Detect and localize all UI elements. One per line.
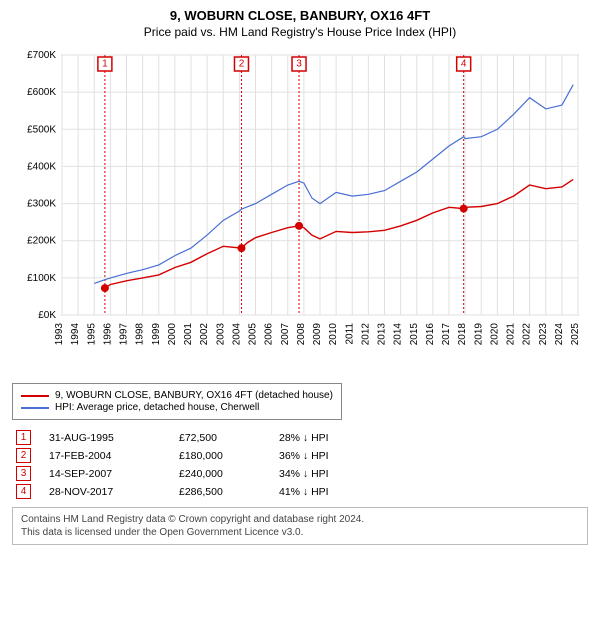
transaction-date: 31-AUG-1995 (49, 432, 179, 444)
transaction-row: 1 31-AUG-1995£72,50028% ↓ HPI (12, 430, 588, 445)
legend-label: 9, WOBURN CLOSE, BANBURY, OX16 4FT (deta… (55, 390, 333, 401)
svg-text:2020: 2020 (489, 323, 500, 346)
transaction-badge: 1 (16, 430, 31, 445)
svg-text:2021: 2021 (506, 323, 517, 346)
svg-text:2013: 2013 (377, 323, 388, 346)
footer-line-2: This data is licensed under the Open Gov… (21, 526, 579, 539)
transaction-price: £286,500 (179, 486, 279, 498)
transaction-delta: 28% ↓ HPI (279, 432, 389, 444)
transaction-date: 14-SEP-2007 (49, 468, 179, 480)
transaction-delta: 34% ↓ HPI (279, 468, 389, 480)
legend-item: 9, WOBURN CLOSE, BANBURY, OX16 4FT (deta… (21, 390, 333, 401)
footer-line-1: Contains HM Land Registry data © Crown c… (21, 513, 579, 526)
svg-text:2009: 2009 (312, 323, 323, 346)
transaction-price: £240,000 (179, 468, 279, 480)
legend-swatch (21, 407, 49, 409)
svg-text:2: 2 (239, 59, 245, 70)
svg-text:1996: 1996 (102, 323, 113, 346)
transaction-row: 3 14-SEP-2007£240,00034% ↓ HPI (12, 466, 588, 481)
svg-text:2011: 2011 (344, 323, 355, 345)
svg-text:2017: 2017 (441, 323, 452, 346)
chart-container: { "title": "9, WOBURN CLOSE, BANBURY, OX… (0, 0, 600, 557)
svg-text:£0K: £0K (38, 310, 56, 321)
svg-text:£500K: £500K (27, 124, 56, 135)
svg-text:1999: 1999 (151, 323, 162, 346)
svg-text:2016: 2016 (425, 323, 436, 346)
svg-text:3: 3 (296, 59, 302, 70)
transaction-badge: 3 (16, 466, 31, 481)
transaction-badge: 4 (16, 484, 31, 499)
transaction-row: 2 17-FEB-2004£180,00036% ↓ HPI (12, 448, 588, 463)
svg-text:2012: 2012 (360, 323, 371, 346)
svg-text:2006: 2006 (264, 323, 275, 346)
svg-text:2022: 2022 (522, 323, 533, 346)
transaction-date: 17-FEB-2004 (49, 450, 179, 462)
legend-label: HPI: Average price, detached house, Cher… (55, 402, 259, 413)
svg-text:£200K: £200K (27, 236, 56, 247)
svg-text:2024: 2024 (554, 323, 565, 346)
legend-swatch (21, 395, 49, 397)
svg-text:2018: 2018 (457, 323, 468, 346)
transaction-price: £72,500 (179, 432, 279, 444)
chart-plot: £0K £100K £200K £300K £400K £500K £600K £700K 19… (12, 45, 588, 375)
legend-item: HPI: Average price, detached house, Cher… (21, 402, 333, 413)
svg-text:1993: 1993 (54, 323, 65, 346)
svg-text:2008: 2008 (296, 323, 307, 346)
svg-text:2015: 2015 (409, 323, 420, 346)
transaction-delta: 41% ↓ HPI (279, 486, 389, 498)
svg-text:1994: 1994 (70, 323, 81, 346)
transaction-price: £180,000 (179, 450, 279, 462)
transaction-delta: 36% ↓ HPI (279, 450, 389, 462)
svg-text:£300K: £300K (27, 199, 56, 210)
svg-text:2010: 2010 (328, 323, 339, 346)
svg-text:2002: 2002 (199, 323, 210, 346)
price-chart-svg: £0K £100K £200K £300K £400K £500K £600K £700K 19… (12, 45, 588, 375)
transaction-table: 1 31-AUG-1995£72,50028% ↓ HPI 2 17-FEB-2004… (12, 430, 588, 499)
svg-text:2025: 2025 (570, 323, 581, 346)
svg-text:2000: 2000 (167, 323, 178, 346)
transaction-date: 28-NOV-2017 (49, 486, 179, 498)
chart-title: 9, WOBURN CLOSE, BANBURY, OX16 4FT (12, 8, 588, 23)
svg-text:1995: 1995 (86, 323, 97, 346)
svg-text:2014: 2014 (393, 323, 404, 346)
svg-text:£400K: £400K (27, 161, 56, 172)
svg-text:2005: 2005 (248, 323, 259, 346)
svg-text:£100K: £100K (27, 273, 56, 284)
svg-text:2007: 2007 (280, 323, 291, 346)
transaction-badge: 2 (16, 448, 31, 463)
svg-text:1998: 1998 (135, 323, 146, 346)
footer-attribution: Contains HM Land Registry data © Crown c… (12, 507, 588, 545)
chart-titles: 9, WOBURN CLOSE, BANBURY, OX16 4FT Price… (12, 8, 588, 39)
svg-text:2001: 2001 (183, 323, 194, 346)
svg-text:2019: 2019 (473, 323, 484, 346)
svg-text:1: 1 (102, 59, 108, 70)
legend: 9, WOBURN CLOSE, BANBURY, OX16 4FT (deta… (12, 383, 342, 420)
svg-text:2023: 2023 (538, 323, 549, 346)
transaction-row: 4 28-NOV-2017£286,50041% ↓ HPI (12, 484, 588, 499)
svg-text:4: 4 (461, 59, 467, 70)
svg-text:2003: 2003 (215, 323, 226, 346)
svg-text:£700K: £700K (27, 50, 56, 61)
chart-subtitle: Price paid vs. HM Land Registry's House … (12, 25, 588, 39)
svg-text:2004: 2004 (231, 323, 242, 346)
svg-text:1997: 1997 (119, 323, 130, 346)
svg-text:£600K: £600K (27, 87, 56, 98)
